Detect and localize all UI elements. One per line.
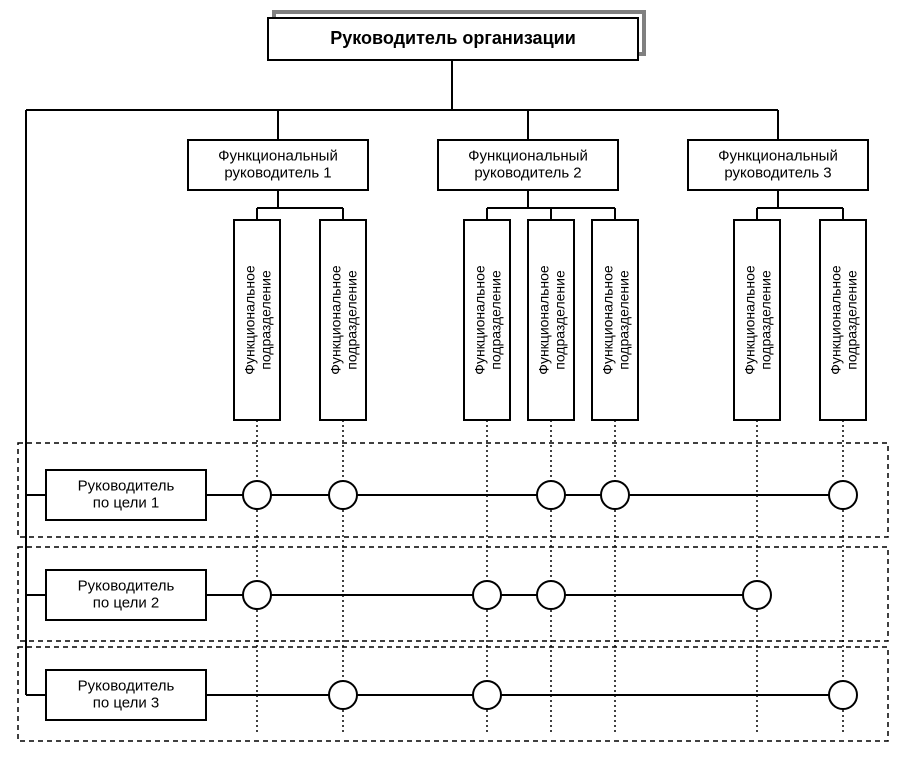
svg-text:по цели 3: по цели 3 (93, 695, 160, 712)
subunit-label-4: Функциональноеподразделение (600, 265, 632, 375)
svg-text:Функциональное: Функциональное (472, 265, 488, 375)
svg-text:подразделение: подразделение (488, 270, 504, 370)
svg-text:по цели 2: по цели 2 (93, 595, 160, 612)
svg-text:Функциональный: Функциональный (718, 147, 838, 164)
svg-text:руководитель 2: руководитель 2 (474, 165, 581, 182)
svg-text:подразделение: подразделение (844, 270, 860, 370)
svg-text:Функциональное: Функциональное (242, 265, 258, 375)
intersection-circle-r0-c4 (601, 481, 629, 509)
subunit-label-1: Функциональноеподразделение (328, 265, 360, 375)
svg-text:Руководитель: Руководитель (78, 677, 175, 694)
intersection-circle-r1-c3 (537, 581, 565, 609)
intersection-circle-r0-c1 (329, 481, 357, 509)
svg-text:Руководитель: Руководитель (78, 577, 175, 594)
svg-text:подразделение: подразделение (552, 270, 568, 370)
subunit-label-0: Функциональноеподразделение (242, 265, 274, 375)
intersection-circle-r0-c0 (243, 481, 271, 509)
intersection-circle-r2-c1 (329, 681, 357, 709)
intersection-circle-r2-c2 (473, 681, 501, 709)
svg-text:Функциональное: Функциональное (328, 265, 344, 375)
subunit-label-6: Функциональноеподразделение (828, 265, 860, 375)
intersection-circle-r1-c2 (473, 581, 501, 609)
svg-text:руководитель 3: руководитель 3 (724, 165, 831, 182)
svg-text:Функциональное: Функциональное (536, 265, 552, 375)
svg-text:по цели 1: по цели 1 (93, 495, 160, 512)
intersection-circle-r1-c0 (243, 581, 271, 609)
svg-text:Функциональное: Функциональное (600, 265, 616, 375)
intersection-circle-r2-c6 (829, 681, 857, 709)
svg-text:Функциональный: Функциональный (218, 147, 338, 164)
svg-text:Функциональный: Функциональный (468, 147, 588, 164)
svg-text:подразделение: подразделение (258, 270, 274, 370)
head-label: Руководитель организации (330, 28, 576, 48)
subunit-label-5: Функциональноеподразделение (742, 265, 774, 375)
svg-text:подразделение: подразделение (758, 270, 774, 370)
intersection-circle-r0-c6 (829, 481, 857, 509)
svg-text:Функциональное: Функциональное (828, 265, 844, 375)
svg-text:подразделение: подразделение (616, 270, 632, 370)
svg-text:Функциональное: Функциональное (742, 265, 758, 375)
subunit-label-3: Функциональноеподразделение (536, 265, 568, 375)
intersection-circle-r1-c5 (743, 581, 771, 609)
svg-text:руководитель 1: руководитель 1 (224, 165, 331, 182)
svg-text:подразделение: подразделение (344, 270, 360, 370)
subunit-label-2: Функциональноеподразделение (472, 265, 504, 375)
svg-text:Руководитель: Руководитель (78, 477, 175, 494)
intersection-circle-r0-c3 (537, 481, 565, 509)
